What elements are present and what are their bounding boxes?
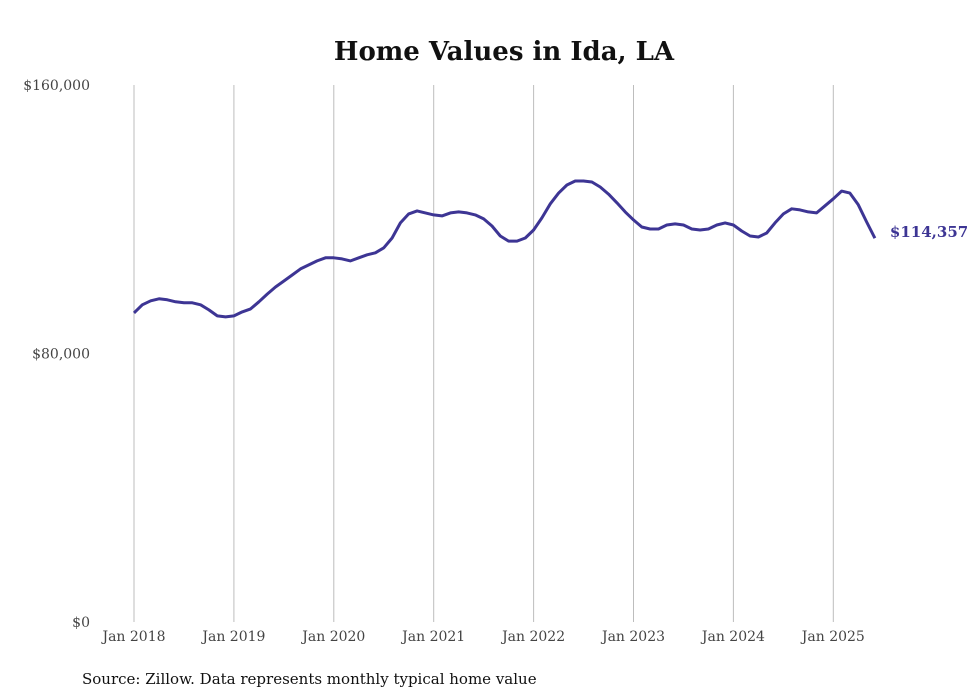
x-tick-label: Jan 2021 bbox=[400, 629, 465, 645]
y-tick-label: $160,000 bbox=[23, 78, 90, 94]
x-tick-label: Jan 2023 bbox=[600, 629, 665, 645]
chart-title: Home Values in Ida, LA bbox=[334, 37, 675, 67]
series-line bbox=[132, 179, 877, 319]
source-note: Source: Zillow. Data represents monthly … bbox=[82, 670, 537, 688]
x-tick-label: Jan 2020 bbox=[300, 629, 365, 645]
y-tick-label: $0 bbox=[72, 615, 90, 631]
end-value-label: $114,357 bbox=[890, 223, 968, 241]
y-tick-label: $80,000 bbox=[32, 347, 90, 363]
x-tick-label: Jan 2019 bbox=[200, 629, 265, 645]
x-tick-label: Jan 2018 bbox=[100, 629, 165, 645]
x-tick-label: Jan 2022 bbox=[500, 629, 565, 645]
x-tick-label: Jan 2024 bbox=[700, 629, 765, 645]
x-tick-label: Jan 2025 bbox=[800, 629, 865, 645]
